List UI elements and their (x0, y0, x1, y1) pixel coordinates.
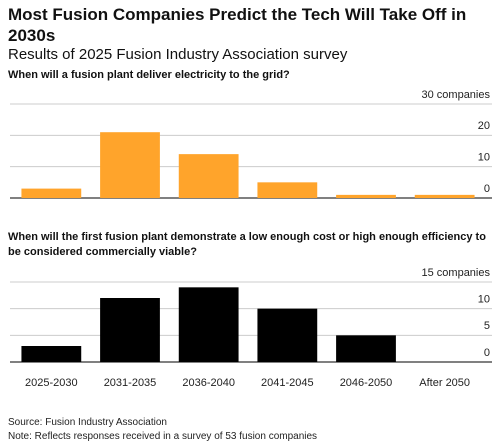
y-tick-label: 10 (478, 152, 490, 164)
y-tick-label: 10 (478, 294, 490, 306)
chart-title: When will the first fusion plant demonst… (8, 231, 486, 258)
bar (414, 194, 475, 198)
bar (21, 346, 82, 362)
y-tick-label: 0 (484, 183, 490, 195)
y-tick-label: 15 companies (422, 267, 491, 279)
title: Most Fusion Companies Predict the Tech W… (8, 5, 467, 45)
bar (100, 132, 160, 198)
x-tick-label: 2036-2040 (182, 377, 235, 389)
y-tick-label: 20 (478, 120, 490, 132)
bar (257, 308, 318, 362)
x-tick-label: 2025-2030 (25, 377, 78, 389)
y-tick-label: 0 (484, 347, 490, 359)
source: Source: Fusion Industry Association (8, 417, 167, 428)
bar (257, 182, 318, 198)
y-tick-label: 5 (484, 320, 490, 332)
bar (21, 188, 82, 198)
chart-title: When will a fusion plant deliver electri… (8, 69, 290, 81)
bar (336, 194, 396, 198)
y-tick-label: 30 companies (422, 89, 491, 101)
x-tick-label: 2031-2035 (104, 377, 157, 389)
x-tick-label: 2046-2050 (340, 377, 393, 389)
bar (178, 154, 239, 198)
bar (336, 335, 396, 362)
subtitle: Results of 2025 Fusion Industry Associat… (8, 46, 348, 63)
x-tick-label: 2041-2045 (261, 377, 314, 389)
x-tick-label: After 2050 (419, 377, 470, 389)
bar (100, 298, 160, 362)
note: Note: Reflects responses received in a s… (8, 431, 318, 442)
bar (178, 287, 239, 362)
